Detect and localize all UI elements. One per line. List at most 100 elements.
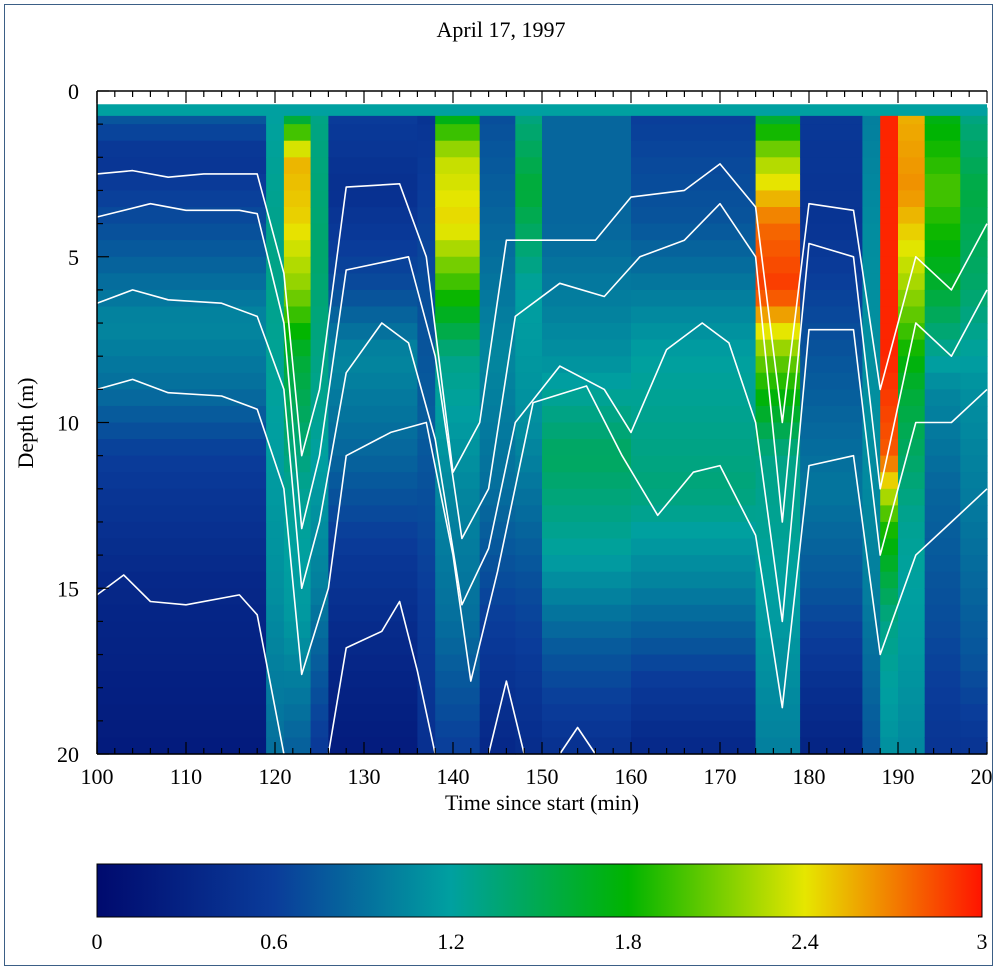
heatmap-cell [283, 273, 312, 291]
heatmap-cell [97, 687, 267, 705]
heatmap-cell [479, 157, 516, 175]
heatmap-cell [283, 140, 312, 158]
heatmap-cell [924, 190, 961, 208]
heatmap-cell [328, 372, 418, 390]
heatmap-cell [755, 588, 801, 606]
heatmap-cell [800, 389, 863, 407]
heatmap-cell [542, 555, 632, 573]
heatmap-cell [310, 654, 329, 672]
heatmap-cell [479, 405, 516, 424]
heatmap-cell [328, 173, 418, 192]
heatmap-cell [479, 737, 516, 755]
heatmap-cell [960, 571, 988, 589]
heatmap-cell [435, 356, 481, 374]
heatmap-cell [924, 256, 961, 274]
heatmap-cell [515, 306, 543, 324]
heatmap-cell [417, 621, 436, 639]
heatmap-cell [479, 140, 516, 158]
heatmap-cell [800, 124, 863, 142]
heatmap-cell [960, 654, 988, 672]
heatmap-cell [479, 389, 516, 407]
heatmap-cell [417, 637, 436, 656]
heatmap-cell [515, 356, 543, 374]
heatmap-cell [800, 405, 863, 424]
heatmap-cell [97, 604, 267, 622]
heatmap-cell [515, 604, 543, 622]
heatmap-cell [924, 306, 961, 324]
heatmap-cell [328, 472, 418, 490]
heatmap-cell [435, 422, 481, 440]
heatmap-cell [542, 571, 632, 589]
heatmap-cell [310, 240, 329, 258]
heatmap-cell [755, 207, 801, 225]
heatmap-cell [800, 157, 863, 175]
heatmap-cell [515, 538, 543, 556]
heatmap-cell [283, 223, 312, 241]
y-tick-label: 20 [57, 742, 79, 767]
heatmap-cell [800, 604, 863, 622]
heatmap-cell [631, 538, 757, 556]
heatmap-cell [800, 439, 863, 457]
heatmap-cell [328, 704, 418, 722]
heatmap-cell [960, 389, 988, 407]
heatmap-cell [960, 637, 988, 656]
heatmap-cell [862, 190, 881, 208]
figure-frame: April 17, 1997 100 110 120 130 140 150 160 170 1… [4, 4, 999, 966]
heatmap-cell [283, 637, 312, 656]
heatmap-cell [283, 289, 312, 308]
heatmap-cell [417, 124, 436, 142]
heatmap-cell [898, 687, 926, 705]
heatmap-cell [97, 488, 267, 506]
heatmap-cell [755, 737, 801, 755]
heatmap-cell [898, 356, 926, 374]
heatmap-cell [328, 588, 418, 606]
heatmap-cell [542, 505, 632, 523]
heatmap-cell [328, 306, 418, 324]
heatmap-cell [898, 389, 926, 407]
heatmap-cell [515, 256, 543, 274]
heatmap-cell [479, 439, 516, 457]
heatmap-cell [898, 339, 926, 357]
heatmap-cell [310, 289, 329, 308]
heatmap-cell [515, 422, 543, 440]
heatmap-cell [97, 140, 267, 158]
heatmap-cell [631, 571, 757, 589]
heatmap-cell [328, 273, 418, 291]
y-tick-label: 5 [68, 245, 79, 270]
heatmap-cell [479, 671, 516, 689]
heatmap-cell [631, 472, 757, 490]
heatmap-cell [862, 339, 881, 357]
heatmap-cell [328, 323, 418, 341]
heatmap-cell [862, 439, 881, 457]
heatmap-cell [97, 405, 267, 424]
heatmap-cell [800, 372, 863, 390]
heatmap-cell [479, 207, 516, 225]
heatmap-cell [898, 604, 926, 622]
x-ticks: 100 110 120 130 140 150 160 170 180 190 200 [81, 91, 999, 789]
heatmap-cell [283, 422, 312, 440]
heatmap-cell [417, 190, 436, 208]
heatmap-cell [755, 521, 801, 540]
heatmap-cell [417, 720, 436, 739]
heatmap-cell [97, 173, 267, 192]
heatmap-cell [755, 356, 801, 374]
heatmap-cell [515, 588, 543, 606]
heatmap-cell [924, 356, 961, 374]
heatmap-cell [479, 306, 516, 324]
heatmap-cell [283, 704, 312, 722]
heatmap-cell [755, 439, 801, 457]
heatmap-cell [800, 571, 863, 589]
heatmap-cell [755, 273, 801, 291]
heatmap-cell [542, 157, 632, 175]
contour-line [96, 202, 988, 540]
heatmap-cell [310, 306, 329, 324]
heatmap-cell [898, 124, 926, 142]
heatmap-cell [631, 737, 757, 755]
heatmap-cell [898, 737, 926, 755]
heatmap-cell [97, 306, 267, 324]
heatmap-cell [880, 256, 899, 274]
heatmap-cell [266, 571, 285, 589]
heatmap-cell [862, 637, 881, 656]
heatmap-cell [898, 306, 926, 324]
heatmap-cell [266, 521, 285, 540]
